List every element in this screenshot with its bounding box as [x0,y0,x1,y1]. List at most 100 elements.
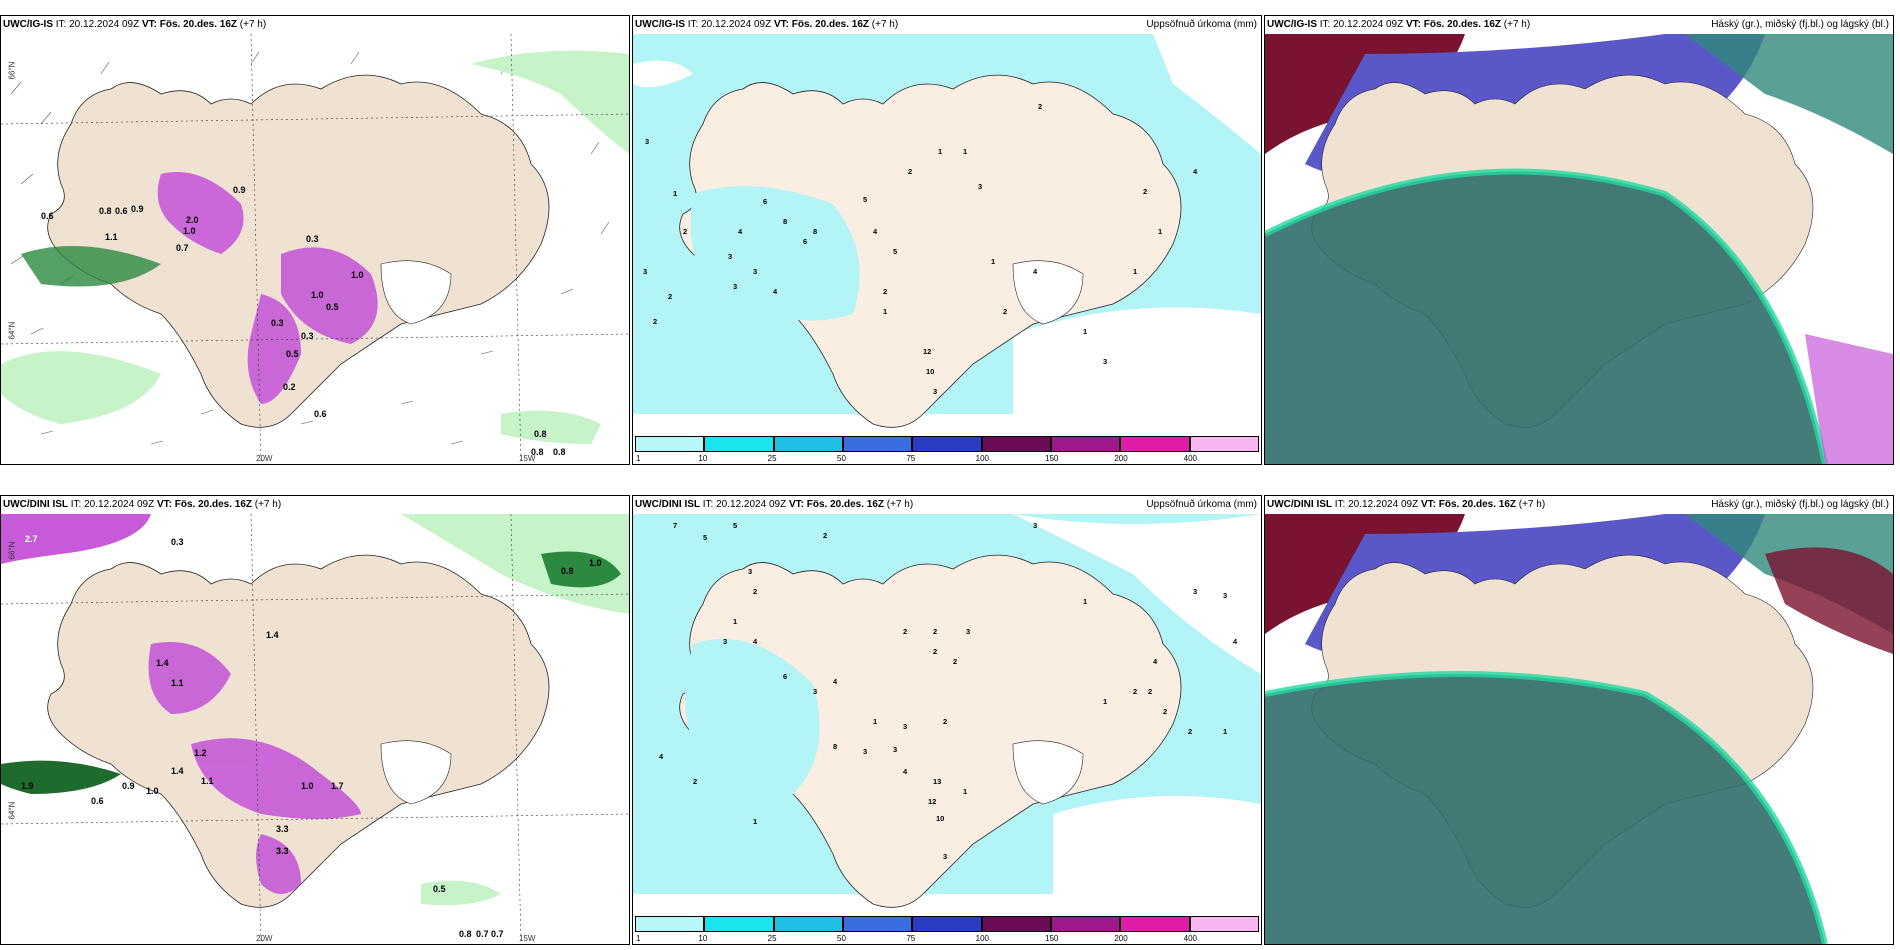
colorbar-tick: 75 [906,934,916,943]
panel-subtitle: Uppsöfnuð úrkoma (mm) [1146,499,1257,510]
svg-text:0.9: 0.9 [122,781,135,791]
svg-text:2: 2 [1163,707,1167,716]
svg-text:4: 4 [873,227,878,236]
panel-igis-precip-type: UWC/IG-IS IT: 20.12.2024 09Z VT: Fös. 20… [0,15,630,465]
svg-text:0.7: 0.7 [491,929,504,939]
colorbar-swatch [912,436,982,452]
panel-dini-precip-type: UWC/DINI ISL IT: 20.12.2024 09Z VT: Fös.… [0,495,630,945]
colorbar-swatch [1120,436,1190,452]
svg-text:3: 3 [966,627,970,636]
svg-text:0.8: 0.8 [534,429,547,439]
colorbar-swatch [1051,436,1121,452]
svg-text:2: 2 [693,777,697,786]
svg-text:1: 1 [873,717,877,726]
svg-text:2: 2 [953,657,957,666]
lat-label-64n: 64°N [7,801,17,820]
svg-text:0.9: 0.9 [15,52,28,62]
svg-text:1: 1 [1103,697,1107,706]
colorbar-swatch [1120,916,1190,932]
svg-text:3: 3 [728,252,732,261]
lat-label-66n: 66°N [7,61,17,80]
svg-text:1: 1 [963,787,967,796]
svg-text:3: 3 [753,267,757,276]
svg-text:10: 10 [926,367,934,376]
svg-text:0.5: 0.5 [433,884,446,894]
svg-text:2: 2 [943,717,947,726]
svg-text:1.0: 1.0 [183,226,196,236]
colorbar-tick: 25 [767,934,777,943]
panel-subtitle: Háský (gr.), miðský (fj.bl.) og lágský (… [1711,19,1889,30]
svg-text:2: 2 [1003,307,1007,316]
svg-text:0.8: 0.8 [531,447,544,457]
svg-text:0.3: 0.3 [306,234,319,244]
map-precip-type: 0.90.8 0.6 0.50.4 0.90.6 0.8 0.6 0.9 1.02.00.… [1,34,629,464]
colorbar-tick: 50 [837,934,846,943]
colorbar-tick: 25 [767,454,777,463]
panel-title: UWC/DINI ISL IT: 20.12.2024 09Z VT: Fös.… [3,499,282,510]
svg-text:0.9: 0.9 [131,204,144,214]
svg-text:2: 2 [933,627,937,636]
svg-text:3: 3 [978,182,982,191]
svg-text:1: 1 [733,617,737,626]
colorbar-tick: 150 [1045,454,1059,463]
svg-text:2.0: 2.0 [186,215,199,225]
svg-text:2: 2 [1148,687,1152,696]
svg-text:1.4: 1.4 [266,630,279,640]
colorbar-tick: 100 [975,934,990,943]
svg-text:7: 7 [673,521,677,530]
svg-text:4: 4 [753,637,758,646]
svg-text:3: 3 [1033,521,1037,530]
panel-subtitle: Uppsöfnuð úrkoma (mm) [1146,19,1257,30]
colorbar-tick: 75 [906,454,916,463]
svg-text:3: 3 [1223,591,1227,600]
colorbar: 1 10 25 50 75 100 150 200 400 [635,916,1259,943]
svg-text:0.8: 0.8 [459,929,472,939]
svg-text:3: 3 [903,722,907,731]
svg-text:1.1: 1.1 [201,776,214,786]
svg-text:3: 3 [893,745,897,754]
lon-label-15w: 15W [519,934,536,943]
panel-title: UWC/IG-IS IT: 20.12.2024 09Z VT: Fös. 20… [635,19,899,30]
panel-igis-clouds: UWC/IG-IS IT: 20.12.2024 09Z VT: Fös. 20… [1264,15,1894,465]
svg-text:2: 2 [903,627,907,636]
svg-text:5: 5 [893,247,897,256]
colorbar-swatch [635,436,705,452]
svg-text:4: 4 [903,767,908,776]
svg-text:3: 3 [863,747,867,756]
colorbar-swatch [635,916,705,932]
colorbar-swatch [912,916,982,932]
panel-title: UWC/IG-IS IT: 20.12.2024 09Z VT: Fös. 20… [3,19,267,30]
colorbar-tick: 400 [1183,454,1198,463]
svg-text:8: 8 [833,742,837,751]
svg-text:1: 1 [753,817,757,826]
svg-text:0.5: 0.5 [286,349,299,359]
colorbar-swatch [704,436,774,452]
svg-text:1.0: 1.0 [146,786,159,796]
svg-text:4: 4 [1193,167,1198,176]
svg-text:1.0: 1.0 [351,270,364,280]
svg-text:4: 4 [1233,637,1238,646]
colorbar-tick: 1 [636,934,641,943]
svg-text:0.6: 0.6 [91,796,104,806]
snow-areas [148,642,361,894]
svg-text:8: 8 [783,217,787,226]
svg-text:3: 3 [933,387,937,396]
colorbar-tick: 400 [1183,934,1198,943]
panel-igis-accum: UWC/IG-IS IT: 20.12.2024 09Z VT: Fös. 20… [632,15,1262,465]
colorbar-tick: 10 [698,934,708,943]
svg-text:1.1: 1.1 [105,232,118,242]
lon-label-20w: 20W [256,454,273,463]
svg-text:0.9: 0.9 [233,185,246,195]
svg-text:0.5: 0.5 [75,60,88,70]
svg-text:1: 1 [1083,327,1087,336]
svg-text:1.9: 1.9 [21,781,34,791]
svg-text:3: 3 [645,137,649,146]
svg-text:1.2: 1.2 [194,748,207,758]
lat-label-66n: 66°N [7,541,17,560]
colorbar-swatch [704,916,774,932]
svg-text:1.0: 1.0 [311,290,324,300]
svg-text:3: 3 [733,282,737,291]
svg-text:3: 3 [748,567,752,576]
snow-areas [157,172,378,404]
